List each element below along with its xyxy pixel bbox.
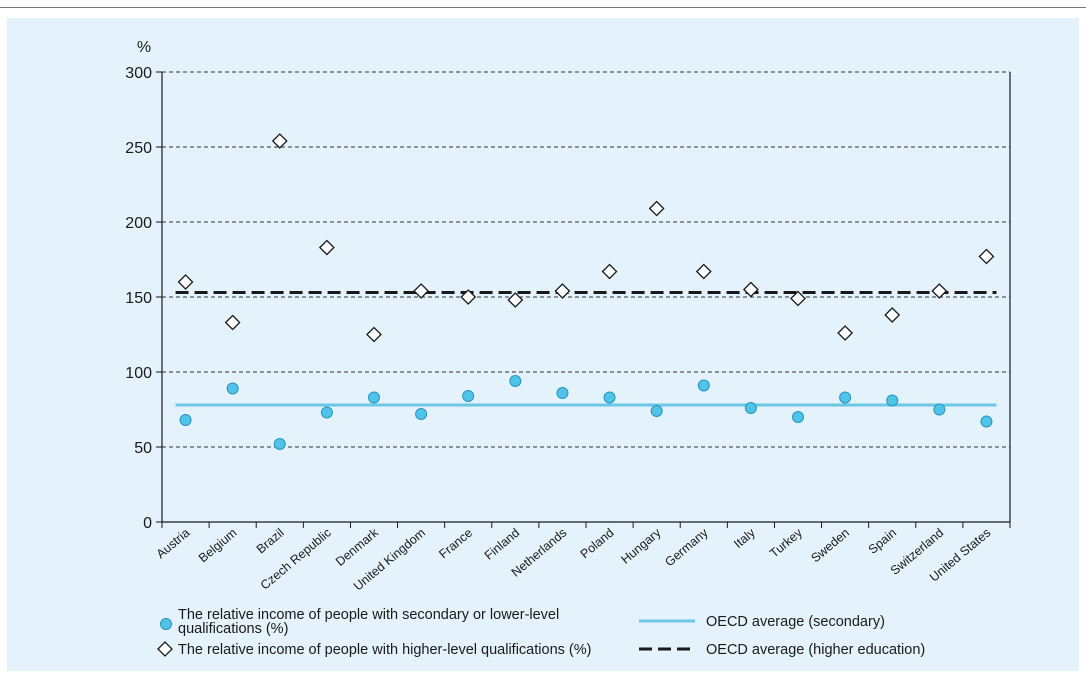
secondary-income-point	[179, 414, 192, 426]
secondary-income-point	[368, 391, 380, 404]
legend-secondary-marker	[160, 618, 172, 630]
legend-higher-marker	[157, 641, 173, 657]
y-tick-label-250: 250	[125, 140, 152, 157]
secondary-income-point	[226, 382, 239, 395]
secondary-income-point	[273, 438, 286, 450]
secondary-income-point	[556, 387, 569, 399]
higher-income-point	[271, 133, 288, 149]
x-category-label: Germany	[662, 525, 711, 569]
higher-income-point	[413, 283, 430, 299]
higher-income-point	[742, 281, 759, 298]
y-axis-unit-label: %	[137, 39, 151, 56]
secondary-income-point	[415, 408, 428, 420]
higher-income-point	[790, 290, 806, 307]
higher-income-point	[695, 263, 712, 280]
x-category-label: Finland	[482, 526, 522, 563]
secondary-income-point	[650, 405, 663, 417]
x-category-label: France	[436, 526, 475, 562]
higher-income-point	[978, 248, 995, 265]
higher-income-point	[460, 289, 477, 305]
legend-higher-label: The relative income of people with highe…	[178, 642, 591, 658]
reference-lines	[175, 291, 997, 407]
x-category-label: Turkey	[767, 525, 805, 560]
y-tick-label-100: 100	[125, 365, 152, 382]
higher-income-point	[366, 326, 382, 343]
x-category-label: Poland	[578, 526, 617, 562]
higher-income-point	[648, 200, 665, 217]
y-tick-label-50: 50	[134, 440, 152, 457]
y-tick-label-150: 150	[125, 290, 152, 307]
higher-income-point	[601, 263, 618, 280]
higher-income-point	[224, 314, 241, 331]
legend: The relative income of people with secon…	[157, 607, 925, 658]
axes	[156, 71, 1011, 528]
gridlines	[162, 71, 1010, 448]
secondary-income-point	[697, 379, 710, 392]
top-rule	[0, 7, 1086, 8]
secondary-income-point	[462, 390, 475, 402]
secondary-income-point	[320, 406, 333, 419]
secondary-income-point	[839, 391, 852, 404]
higher-income-point	[177, 274, 194, 290]
chart: 0 50 100 150 200 250 300 % Austria Belgium Brazi…	[125, 39, 1011, 658]
y-tick-label-200: 200	[125, 215, 152, 232]
legend-avg-higher-label: OECD average (higher education)	[706, 642, 925, 658]
x-category-label: Brazil	[254, 526, 287, 557]
higher-income-point	[507, 292, 524, 308]
y-tick-labels: 0 50 100 150 200 250 300	[125, 65, 152, 532]
secondary-income-point	[980, 415, 993, 428]
higher-income-point	[884, 307, 901, 323]
y-tick-label-0: 0	[143, 515, 152, 532]
higher-income-point	[931, 283, 948, 299]
legend-avg-secondary-label: OECD average (secondary)	[706, 614, 885, 630]
secondary-income-point	[603, 391, 616, 404]
secondary-income-point	[792, 411, 804, 423]
x-category-label: Belgium	[196, 526, 240, 566]
data-points	[177, 133, 995, 450]
higher-income-point	[837, 325, 854, 341]
secondary-income-point	[509, 375, 522, 387]
secondary-income-point	[744, 402, 757, 414]
higher-income-point	[318, 239, 335, 256]
y-tick-label-300: 300	[125, 65, 152, 82]
x-category-label: Spain	[866, 526, 900, 557]
legend-secondary-label-line2: qualifications (%)	[178, 621, 288, 637]
higher-income-point	[554, 283, 571, 299]
chart-panel: 0 50 100 150 200 250 300 % Austria Belgium Brazi…	[7, 18, 1079, 671]
x-category-label: Italy	[731, 525, 758, 551]
x-category-label: Austria	[154, 526, 193, 562]
secondary-income-point	[933, 403, 946, 416]
x-category-label: Hungary	[618, 525, 664, 567]
x-category-label: Sweden	[808, 526, 852, 566]
legend-secondary-label-line1: The relative income of people with secon…	[178, 607, 559, 623]
secondary-income-point	[886, 394, 899, 407]
